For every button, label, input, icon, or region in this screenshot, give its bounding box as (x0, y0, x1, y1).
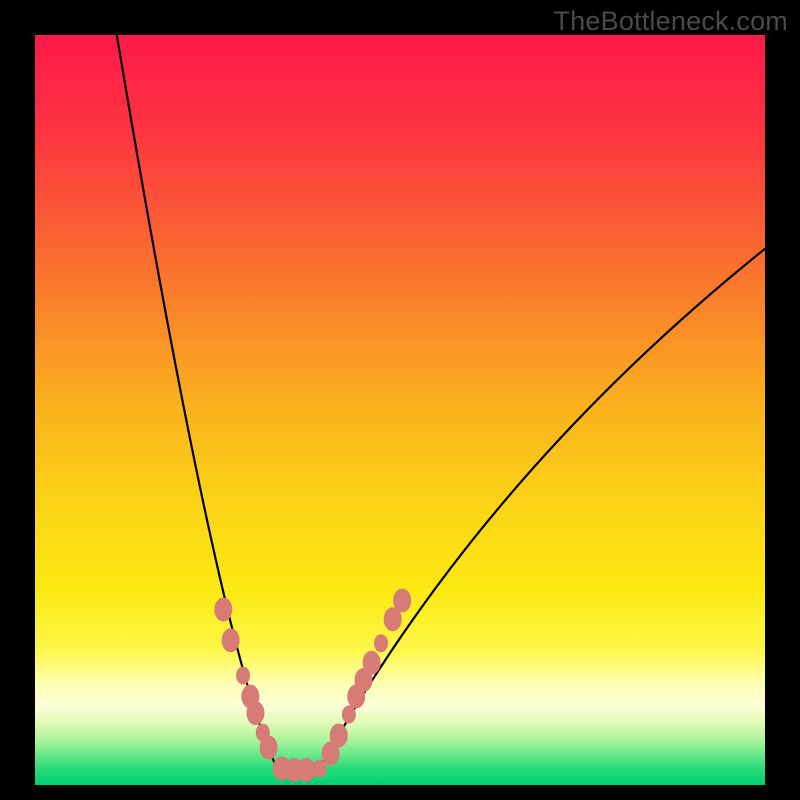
bead-right (393, 589, 411, 613)
bead-left (214, 598, 232, 622)
plot-area (35, 35, 765, 785)
bead-left (222, 628, 240, 652)
bead-left (260, 736, 278, 760)
bead-right (330, 724, 348, 748)
bead-right (342, 706, 356, 724)
bead-left (236, 667, 250, 685)
bead-right (363, 651, 381, 675)
bead-right (374, 634, 388, 652)
chart-frame: TheBottleneck.com (0, 0, 800, 800)
gradient-background (35, 35, 765, 785)
watermark-text: TheBottleneck.com (553, 6, 788, 37)
bead-left (246, 701, 264, 725)
bottleneck-curve-chart (35, 35, 765, 785)
